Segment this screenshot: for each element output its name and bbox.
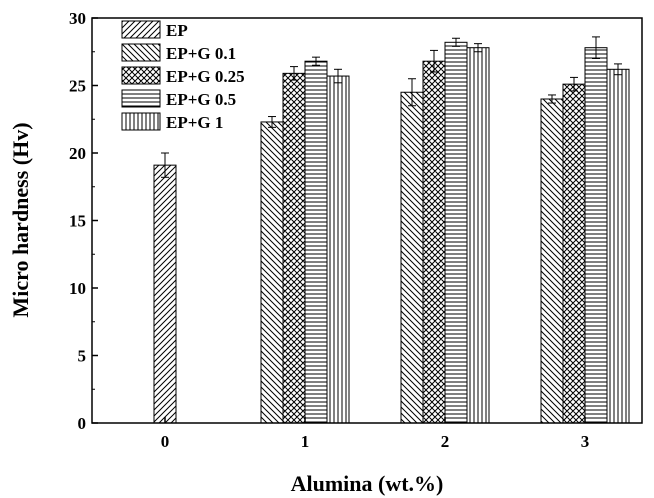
y-tick-label: 0 xyxy=(78,414,87,433)
bar-ep-g-0-1-cat-3 xyxy=(540,98,564,424)
error-bar-ep-g-1-cat-3 xyxy=(614,63,622,76)
error-bar-ep-g-0-5-cat-3 xyxy=(592,36,600,59)
x-tick-label: 3 xyxy=(581,432,590,451)
bar-ep-g-0-5-cat-1 xyxy=(304,60,328,424)
legend-item-ep-g-0-25: EP+G 0.25 xyxy=(121,66,245,86)
bar-ep-g-1-cat-3 xyxy=(606,68,630,424)
x-axis-label: Alumina (wt.%) xyxy=(291,471,444,496)
legend-label: EP+G 0.5 xyxy=(166,90,236,109)
error-bar-ep-g-0-5-cat-1 xyxy=(312,56,320,66)
legend-item-ep-g-0-1: EP+G 0.1 xyxy=(121,43,236,63)
y-axis-label: Micro hardness (Hv) xyxy=(8,122,33,317)
error-bar-ep-g-1-cat-2 xyxy=(474,43,482,53)
legend: EP EP+G 0.1 EP+G 0.25 EP+G 0.5 EP+G 1 xyxy=(121,20,245,132)
error-bar-ep-g-1-cat-1 xyxy=(334,68,342,84)
bar-ep-cat-0 xyxy=(153,164,177,424)
legend-item-ep-g-0-5: EP+G 0.5 xyxy=(121,89,236,109)
legend-swatch xyxy=(121,112,161,131)
legend-item-ep-g-1: EP+G 1 xyxy=(121,112,223,132)
y-tick-label: 25 xyxy=(69,77,86,96)
legend-swatch xyxy=(121,66,161,85)
y-tick-label: 15 xyxy=(69,212,86,231)
legend-label: EP+G 0.25 xyxy=(166,67,245,86)
error-bar-ep-g-0-25-cat-3 xyxy=(570,76,578,92)
bar-ep-g-1-cat-1 xyxy=(326,75,350,424)
legend-swatch xyxy=(121,20,161,39)
bar-ep-g-0-5-cat-2 xyxy=(444,41,468,424)
y-tick-label: 20 xyxy=(69,144,86,163)
bar-ep-g-0-25-cat-3 xyxy=(562,83,586,424)
error-bar-ep-g-0-5-cat-2 xyxy=(452,37,460,47)
bar-ep-g-0-1-cat-1 xyxy=(260,121,284,424)
bar-ep-g-0-1-cat-2 xyxy=(400,91,424,424)
legend-swatch xyxy=(121,89,161,108)
x-tick-label: 0 xyxy=(161,432,170,451)
error-bars-layer xyxy=(161,36,622,178)
error-bar-ep-g-0-25-cat-1 xyxy=(290,66,298,81)
y-tick-label: 30 xyxy=(69,9,86,28)
error-bar-ep-cat-0 xyxy=(161,152,169,178)
bar-ep-g-1-cat-2 xyxy=(466,47,490,424)
legend-label: EP+G 1 xyxy=(166,113,223,132)
x-axis: 0 1 2 3 xyxy=(161,417,590,451)
y-tick-label: 5 xyxy=(78,347,87,366)
x-tick-label: 2 xyxy=(441,432,450,451)
legend-label: EP xyxy=(166,21,188,40)
y-axis: 0 5 10 15 20 25 30 xyxy=(69,9,98,433)
bar-ep-g-0-25-cat-1 xyxy=(282,72,306,424)
error-bar-ep-g-0-1-cat-3 xyxy=(548,94,556,104)
error-bar-ep-g-0-25-cat-2 xyxy=(430,49,438,73)
error-bar-ep-g-0-1-cat-2 xyxy=(408,78,416,107)
legend-swatch xyxy=(121,43,161,62)
legend-item-ep: EP xyxy=(121,20,188,40)
bars-layer xyxy=(153,41,630,424)
x-tick-label: 1 xyxy=(301,432,310,451)
legend-label: EP+G 0.1 xyxy=(166,44,236,63)
bar-ep-g-0-25-cat-2 xyxy=(422,60,446,424)
bar-ep-g-0-5-cat-3 xyxy=(584,47,608,424)
error-bar-ep-g-0-1-cat-1 xyxy=(268,116,276,128)
y-tick-label: 10 xyxy=(69,279,86,298)
